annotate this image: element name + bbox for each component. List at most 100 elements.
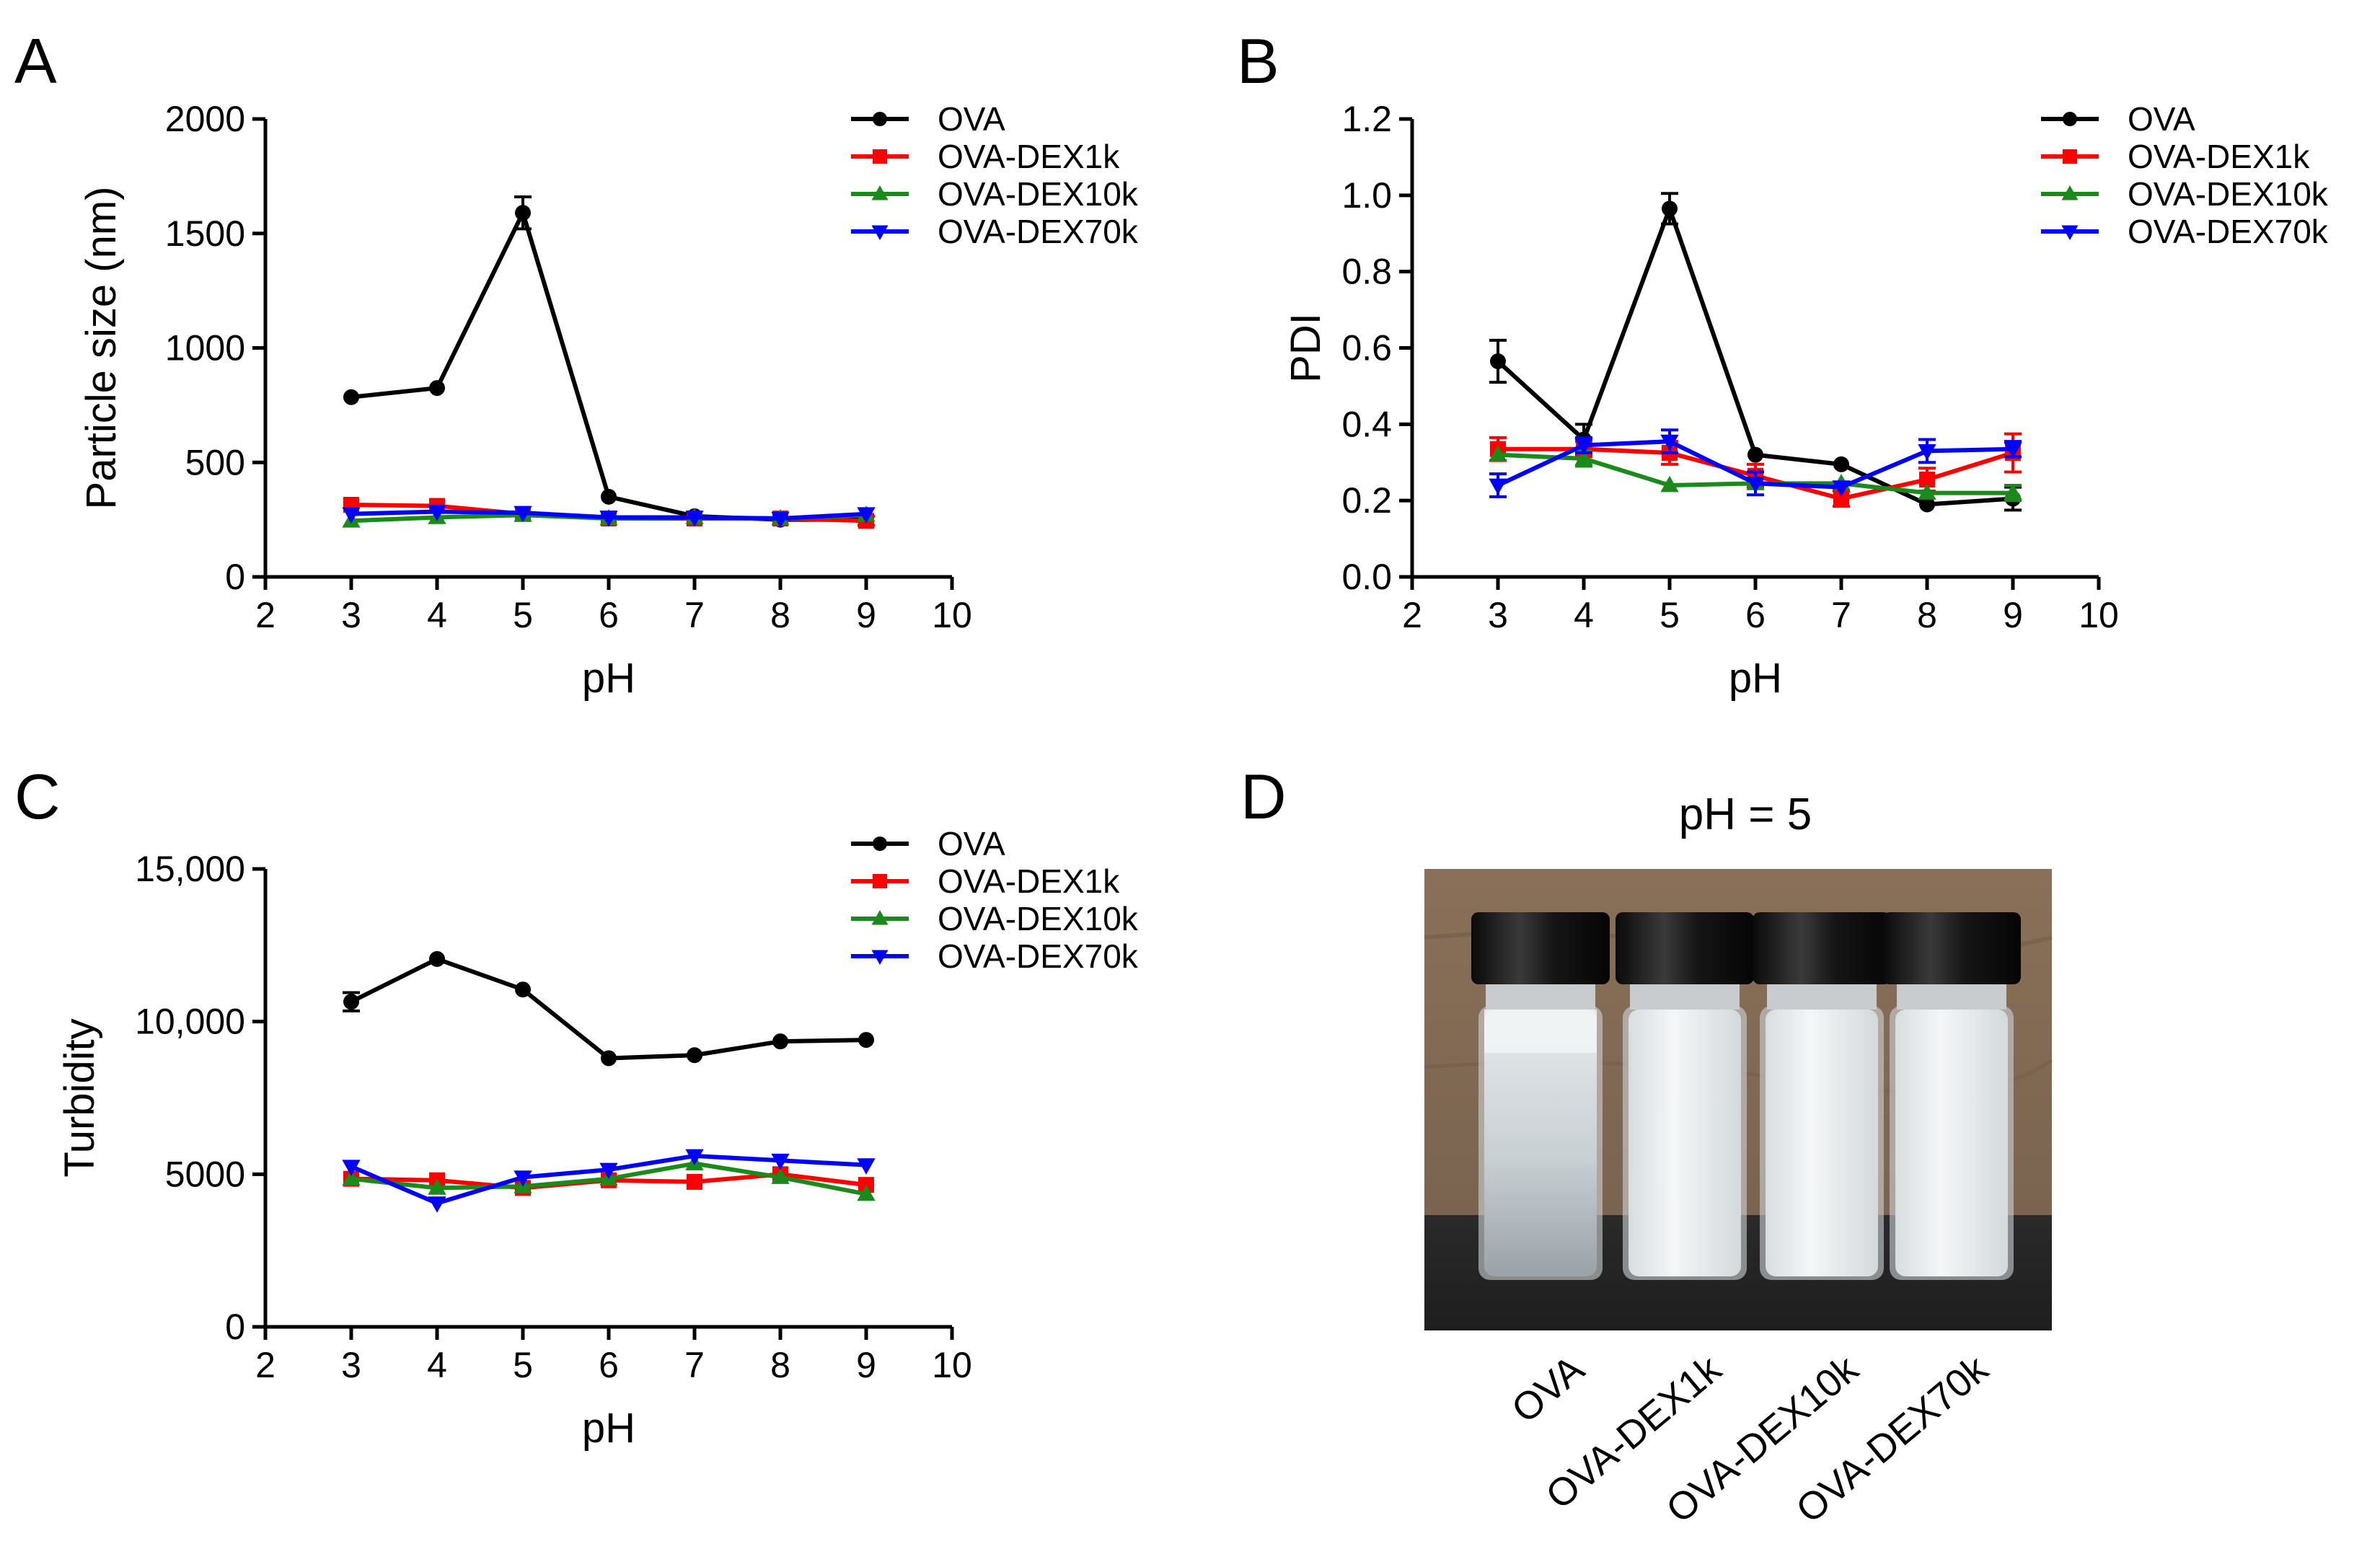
series-ova <box>343 950 874 1067</box>
x-axis-title: pH <box>1729 655 1782 702</box>
y-tick-label: 10,000 <box>135 1002 245 1042</box>
x-tick-label: 4 <box>1574 595 1594 635</box>
legend-swatch-marker <box>873 874 887 888</box>
data-point <box>1918 444 1936 461</box>
data-point <box>601 1050 617 1067</box>
chart-a-particle-size: 2 3 4 5 6 7 8 9 10 0 500 1000 1500 2000 pH Particle siz… <box>78 99 1139 702</box>
data-point <box>514 1170 532 1187</box>
y-tick-label: 0 <box>225 557 245 597</box>
x-tick-label: 2 <box>255 595 276 635</box>
data-point <box>1747 446 1763 463</box>
x-tick-label: 9 <box>856 595 876 635</box>
x-tick-label: 5 <box>1660 595 1680 635</box>
x-axis-title: pH <box>582 1405 635 1452</box>
legend-swatch-marker <box>871 185 889 200</box>
data-point <box>342 1169 361 1186</box>
y-axis-title: Turbidity <box>56 1018 103 1177</box>
x-tick-label: 2 <box>255 1345 276 1385</box>
data-point <box>1574 438 1593 455</box>
series-ova-dex70k <box>342 1149 876 1213</box>
y-tick-label: 15,000 <box>135 849 245 889</box>
data-point <box>685 511 704 527</box>
x-tick-label: 8 <box>1917 595 1937 635</box>
data-point <box>1833 456 1849 472</box>
x-tick-label: 7 <box>1831 595 1851 635</box>
vial-cap <box>1753 912 1891 984</box>
x-axis-title: pH <box>582 655 635 702</box>
legend-label-ova-dex70k: OVA-DEX70k <box>938 213 1139 250</box>
legend-label-ova-dex10k: OVA-DEX10k <box>2128 175 2329 213</box>
data-point <box>1660 434 1679 451</box>
vial-ova-dex1k <box>1616 912 1754 1280</box>
x-tick-label: 10 <box>932 595 972 635</box>
vial-liquid <box>1484 1010 1597 1276</box>
legend-label-ova-dex1k: OVA-DEX1k <box>2128 138 2310 175</box>
y-tick-label: 1000 <box>165 328 245 368</box>
series-line-ova <box>351 211 866 522</box>
data-point <box>1919 496 1935 513</box>
vial-liquid <box>1628 1010 1741 1276</box>
data-point <box>1489 445 1507 462</box>
y-tick-label: 0 <box>225 1307 245 1347</box>
legend-swatch-marker <box>2061 225 2079 240</box>
data-point <box>1489 478 1507 495</box>
y-axis-title: PDI <box>1282 313 1329 383</box>
data-point <box>599 511 618 527</box>
data-point <box>687 1173 702 1190</box>
panel-letter-a: A <box>14 25 57 97</box>
x-tick-label: 3 <box>1488 595 1508 635</box>
data-point <box>772 1033 788 1050</box>
x-tick-label: 3 <box>341 1345 361 1385</box>
series-ova-dex70k <box>1489 428 2022 498</box>
data-point <box>2004 483 2022 500</box>
data-point <box>428 1178 446 1195</box>
legend-swatch-marker <box>873 836 887 851</box>
x-tick-label: 2 <box>1402 595 1422 635</box>
legend-label-ova-dex70k: OVA-DEX70k <box>938 937 1139 975</box>
data-point <box>857 1184 876 1201</box>
legend-swatch-marker <box>2063 149 2077 164</box>
y-tick-label: 0.2 <box>1341 480 1392 521</box>
panel-letter-d: D <box>1240 761 1287 832</box>
chart-b-pdi: 2 3 4 5 6 7 8 9 100.00.20.40.60.81.01.2pHPDIOVAO… <box>1282 99 2329 702</box>
legend-label-ova: OVA <box>2128 100 2195 138</box>
x-tick-label: 6 <box>599 1345 619 1385</box>
x-tick-label: 9 <box>2003 595 2023 635</box>
x-tick-label: 8 <box>770 595 790 635</box>
x-tick-label: 8 <box>770 1345 790 1385</box>
legend-swatch-marker <box>2061 185 2079 200</box>
vial-cap <box>1471 912 1610 984</box>
series-ova <box>343 195 874 528</box>
panel-b: B 2 3 4 5 6 7 8 9 10 0.0 0.2 0.4 0.6 0.8 1.0 1.2 pH PDI OV… <box>1237 25 2329 702</box>
data-point <box>343 389 359 405</box>
legend-swatch-marker <box>873 149 887 164</box>
data-point <box>857 1158 876 1175</box>
legend-label-ova-dex10k: OVA-DEX10k <box>938 175 1139 213</box>
legend-label-ova: OVA <box>938 825 1005 862</box>
y-tick-label: 1500 <box>165 213 245 254</box>
data-point <box>857 507 876 524</box>
data-point <box>514 506 532 523</box>
vial-cap <box>1882 912 2021 984</box>
data-point <box>429 380 445 397</box>
vial-label-ova: OVA <box>1504 1347 1592 1431</box>
data-point <box>343 994 359 1010</box>
y-axis-title: Particle size (nm) <box>78 187 125 510</box>
legend-label-ova-dex1k: OVA-DEX1k <box>938 138 1120 175</box>
x-tick-label: 5 <box>513 1345 533 1385</box>
y-tick-label: 5000 <box>165 1154 245 1194</box>
y-tick-label: 0.4 <box>1341 404 1392 444</box>
data-point <box>1490 353 1506 370</box>
data-point <box>687 1047 702 1064</box>
panel-letter-c: C <box>14 761 61 832</box>
legend-label-ova-dex70k: OVA-DEX70k <box>2128 213 2329 250</box>
chart-c-turbidity: 2 3 4 5 6 7 8 9 10 0 5000 10,000 15,000 pH Turbidity OV… <box>56 825 1139 1452</box>
vial-cap <box>1616 912 1754 984</box>
series-ova-dex70k <box>342 505 876 529</box>
data-point <box>771 511 790 529</box>
panel-d: D pH = 5 <box>1240 761 2053 1532</box>
vial-ova <box>1471 912 1610 1280</box>
